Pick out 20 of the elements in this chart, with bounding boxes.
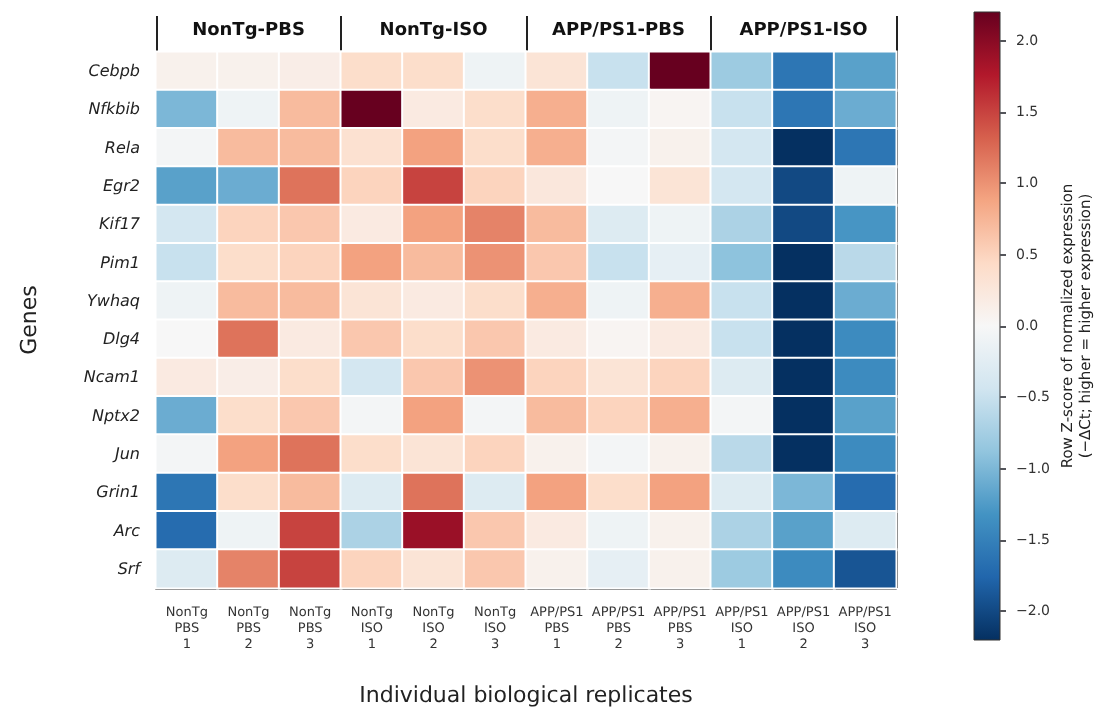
x-axis-title: Individual biological replicates <box>359 682 694 708</box>
text: NonTg-ISO <box>379 21 489 41</box>
y-tick-label: Kif17 <box>99 215 142 234</box>
y-tick-label: Nptx2 <box>91 406 140 425</box>
text: APP/PS1-ISO <box>739 21 869 41</box>
y-tick-label: Grin1 <box>96 483 140 502</box>
y-tick-label: Dlg4 <box>102 330 140 349</box>
y-tick-label: Jun <box>111 445 140 463</box>
y-axis-title: Genes <box>16 284 42 355</box>
text: APP/PS1-PBS <box>552 21 685 41</box>
y-tick-label: Pim1 <box>100 253 140 272</box>
y-tick-label: Nfkbib <box>88 100 140 119</box>
y-tick-label: Ncam1 <box>83 368 140 387</box>
y-tick-label: Rela <box>104 138 141 157</box>
y-tick-label: Egr2 <box>102 177 140 195</box>
text: NonTg-PBS <box>192 21 305 41</box>
y-tick-label: Cebpb <box>88 62 140 81</box>
y-tick-label: Ywhaq <box>87 291 140 310</box>
y-tick-label: Srf <box>117 559 143 578</box>
y-tick-label: Arc <box>111 521 142 540</box>
